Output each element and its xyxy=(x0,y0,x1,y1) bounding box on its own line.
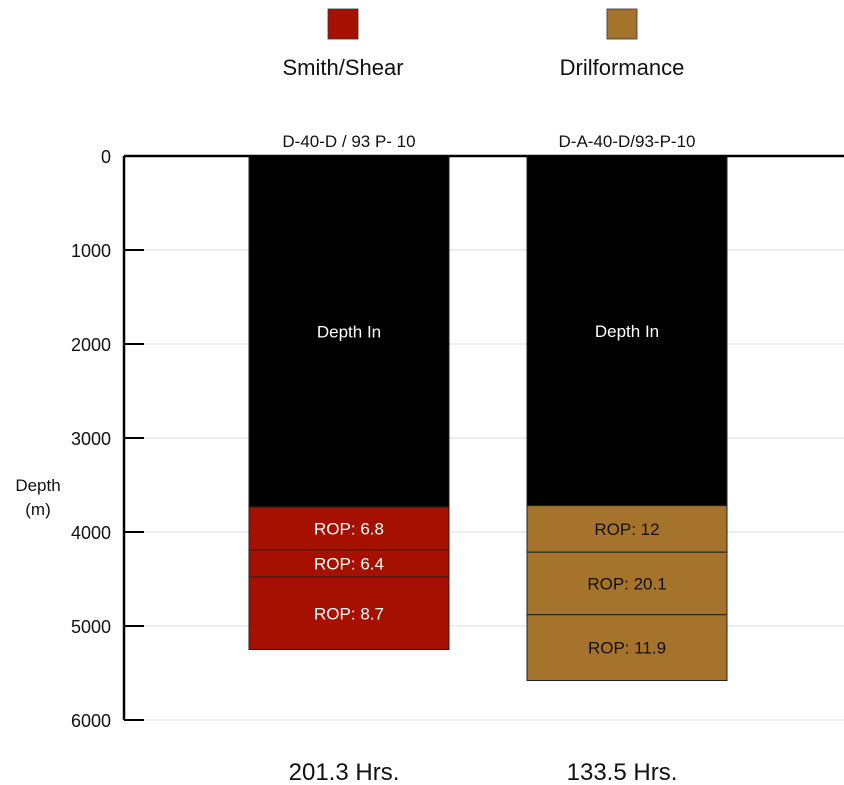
grid xyxy=(124,249,844,721)
ytick-label-5000: 5000 xyxy=(71,617,111,637)
bar-1-segment-3-label: ROP: 6.4 xyxy=(314,554,384,573)
bars xyxy=(248,155,728,682)
bar-2-segment-3 xyxy=(526,551,728,616)
bar-2-segment-2-label: ROP: 12 xyxy=(594,520,659,539)
ytick-label-1000: 1000 xyxy=(71,241,111,261)
bar-2-segment-4 xyxy=(526,614,728,682)
legend-swatch-1 xyxy=(327,8,359,40)
labels: 0 1000 2000 3000 4000 5000 6000 D-40-D / 93 P- … xyxy=(15,132,695,785)
ytick-label-3000: 3000 xyxy=(71,429,111,449)
y-axis-label-line-1: Depth xyxy=(15,476,60,495)
bar-2-segment-1-label: Depth In xyxy=(595,322,659,341)
bar-2-segment-4-label: ROP: 11.9 xyxy=(588,639,666,658)
bar-1-segment-1 xyxy=(248,155,450,508)
ytick-label-4000: 4000 xyxy=(71,523,111,543)
well-hours-1: 201.3 Hrs. xyxy=(289,759,400,785)
legend-swatch-2 xyxy=(606,8,638,40)
bar-1-segment-1-label: Depth In xyxy=(317,323,381,342)
bar-1-segment-2 xyxy=(248,506,450,551)
well-name-2: D-A-40-D/93-P-10 xyxy=(559,132,696,151)
well-name-1: D-40-D / 93 P- 10 xyxy=(282,132,415,151)
bar-1-segment-3 xyxy=(248,549,450,578)
bar-2-segment-3-label: ROP: 20.1 xyxy=(587,574,666,593)
legend: Smith/Shear Drilformance xyxy=(282,8,685,80)
y-axis-label-line-2: (m) xyxy=(25,500,50,519)
ytick-label-0: 0 xyxy=(101,147,111,167)
ytick-label-2000: 2000 xyxy=(71,335,111,355)
axes xyxy=(122,154,844,721)
ytick-label-6000: 6000 xyxy=(71,711,111,731)
well-hours-2: 133.5 Hrs. xyxy=(567,759,678,785)
bar-1-segment-4-label: ROP: 8.7 xyxy=(314,604,384,623)
legend-label-1: Smith/Shear xyxy=(282,55,403,80)
bar-1-segment-2-label: ROP: 6.8 xyxy=(314,519,384,538)
bar-1-segment-4 xyxy=(248,576,450,650)
legend-label-2: Drilformance xyxy=(560,55,685,80)
bar-2-segment-1 xyxy=(526,155,728,507)
bar-2-segment-2 xyxy=(526,505,728,553)
